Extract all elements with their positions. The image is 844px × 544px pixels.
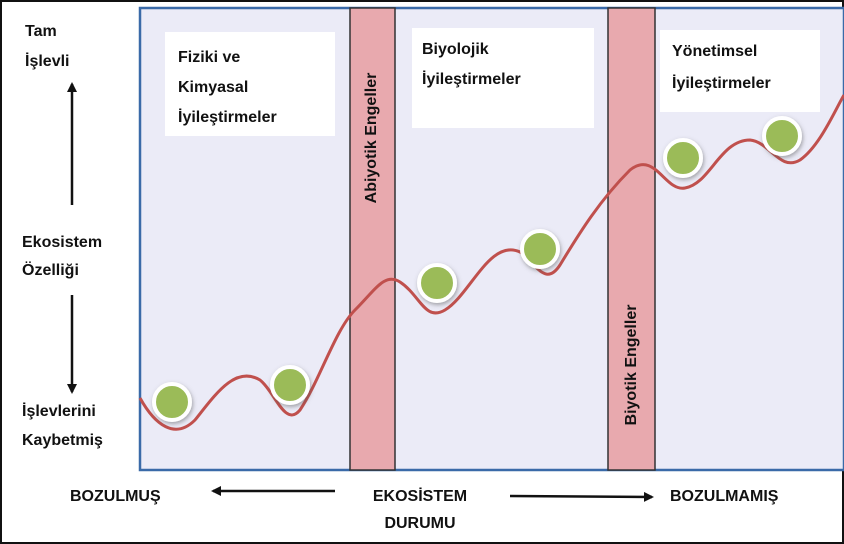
axis-label: Özelliği xyxy=(22,260,79,279)
axis-label: İşlevli xyxy=(25,52,69,70)
state-ball xyxy=(520,229,560,269)
stage-label: Biyolojik xyxy=(422,41,489,58)
stage-label: Yönetimsel xyxy=(672,43,757,60)
axis-label: Ekosistem xyxy=(22,234,102,251)
stage-box xyxy=(165,32,335,136)
stage-label: Kimyasal xyxy=(178,79,248,96)
stage-label: Fiziki ve xyxy=(178,49,240,66)
state-ball xyxy=(152,382,192,422)
state-ball xyxy=(663,138,703,178)
axis-label: DURUMU xyxy=(384,515,455,532)
barrier-bar xyxy=(607,7,656,471)
state-balls xyxy=(152,116,802,422)
stage-box xyxy=(660,30,820,112)
stage-label: İyileştirmeler xyxy=(422,70,521,88)
state-ball xyxy=(762,116,802,156)
axis-label: İşlevlerini xyxy=(22,402,96,420)
state-ball xyxy=(417,263,457,303)
axis-label: EKOSİSTEM xyxy=(373,487,467,505)
axis-label: BOZULMAMIŞ xyxy=(670,488,779,505)
barrier-label: Biyotik Engeller xyxy=(623,305,640,426)
barrier-label: Abiyotik Engeller xyxy=(363,73,380,204)
stage-label: İyileştirmeler xyxy=(672,74,771,92)
stage-label: İyileştirmeler xyxy=(178,108,277,126)
axis-label: Tam xyxy=(25,23,57,40)
barrier-bar xyxy=(349,7,396,471)
arrow-right xyxy=(509,491,654,502)
axis-label: BOZULMUŞ xyxy=(70,488,161,505)
axis-label: Kaybetmiş xyxy=(22,432,103,449)
trajectory-curve xyxy=(138,94,844,431)
state-ball xyxy=(270,365,310,405)
stage-box xyxy=(412,28,594,128)
